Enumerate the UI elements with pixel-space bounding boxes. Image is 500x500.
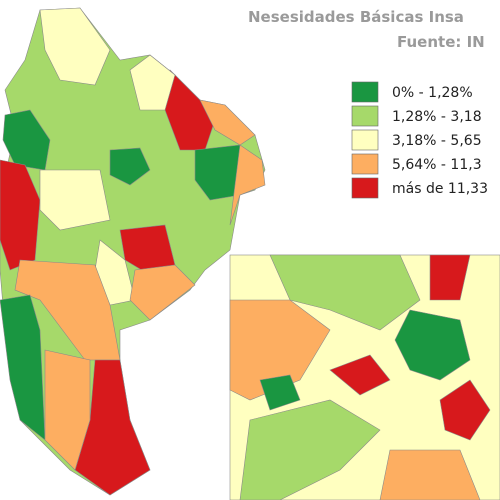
- legend-swatch: [351, 81, 379, 103]
- legend-swatch: [351, 177, 379, 199]
- region: [94, 239, 136, 306]
- legend-label: 3,18% - 5,65: [392, 133, 482, 149]
- region: [44, 349, 91, 471]
- legend-label: 5,64% - 11,3: [392, 157, 482, 173]
- legend: 0% - 1,28% 1,28% - 3,18 3,18% - 5,65 5,64% …: [351, 81, 488, 199]
- region: [429, 254, 471, 301]
- legend-swatch: [351, 153, 379, 175]
- region: [379, 449, 481, 500]
- legend-swatch: [351, 105, 379, 127]
- region: [39, 7, 111, 86]
- inset-map: [229, 254, 500, 500]
- region: [329, 354, 391, 396]
- region: [39, 169, 111, 231]
- region: [394, 309, 471, 381]
- map-source: Fuente: IN: [397, 33, 485, 51]
- region: [229, 299, 331, 401]
- region: [259, 374, 301, 411]
- legend-label: 0% - 1,28%: [392, 85, 473, 101]
- region: [0, 159, 41, 271]
- region: [129, 264, 196, 321]
- legend-label: 1,28% - 3,18: [392, 109, 482, 125]
- main-map: [0, 7, 266, 496]
- region: [239, 399, 381, 500]
- region: [199, 99, 256, 146]
- legend-swatch: [351, 129, 379, 151]
- region: [229, 144, 266, 226]
- region: [129, 54, 176, 111]
- legend-label: más de 11,33: [392, 181, 488, 197]
- region: [109, 147, 151, 186]
- map-title: Nesesidades Básicas Insa: [248, 8, 464, 26]
- region: [439, 379, 491, 441]
